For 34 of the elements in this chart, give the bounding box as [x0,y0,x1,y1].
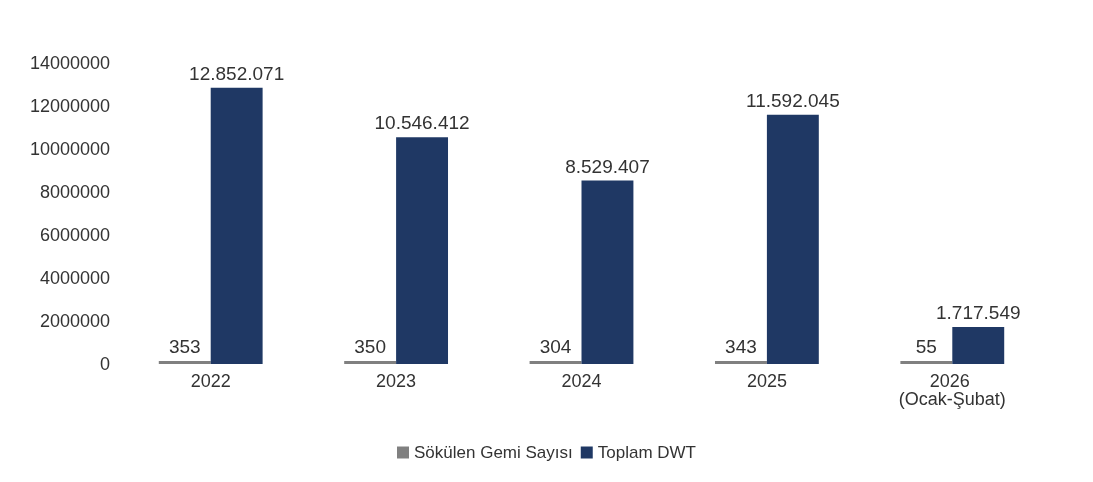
legend-label: Toplam DWT [597,443,696,462]
x-tick-label: 2022 [190,371,231,391]
y-tick-label: 2000000 [39,311,110,331]
bar [158,361,211,364]
bar [529,361,582,364]
data-label: 10.546.412 [374,112,470,134]
y-tick-label: 4000000 [39,268,110,288]
bar [210,87,263,364]
data-label: 343 [725,336,757,357]
bar [581,180,634,364]
data-label: 12.852.071 [189,62,285,84]
x-tick-label: 2025 [746,371,787,391]
x-tick-label: 2023 [376,371,417,391]
data-label: 350 [354,336,386,357]
y-tick-label: 12000000 [29,96,110,116]
y-tick-label: 0 [99,354,110,374]
y-tick-label: 14000000 [29,53,110,73]
data-label: 55 [915,336,937,357]
data-label: 11.592.045 [746,89,840,111]
legend-label: Sökülen Gemi Sayısı [414,443,573,462]
data-label: 353 [168,336,201,357]
y-tick-label: 10000000 [29,139,110,159]
y-tick-label: 8000000 [39,182,110,202]
bar [766,114,819,364]
data-label: 1.717.549 [935,302,1021,324]
y-tick-label: 6000000 [39,225,110,245]
bar [396,137,449,364]
data-label: 304 [539,336,572,357]
bar [900,361,953,364]
x-tick-label: 2026 (Ocak-Şubat) [898,371,1006,409]
x-tick-label: 2024 [561,371,602,391]
data-label: 8.529.407 [565,155,650,177]
bar [344,361,397,364]
bar [714,361,767,364]
